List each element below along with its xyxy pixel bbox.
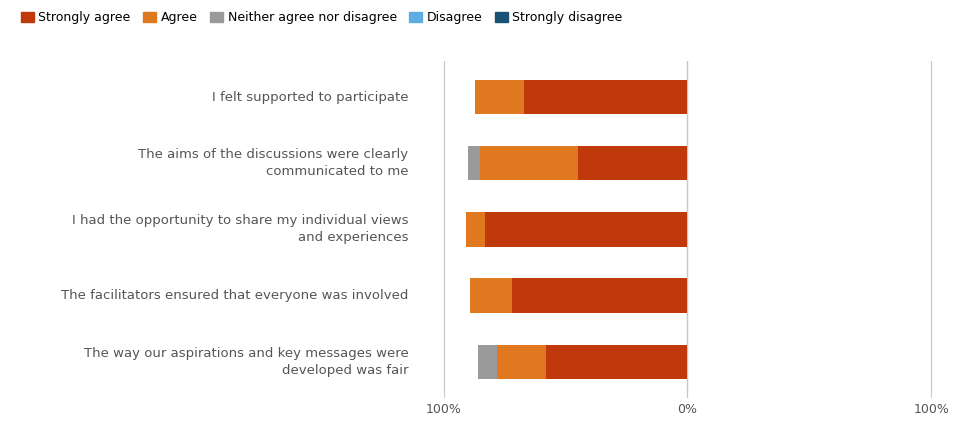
Bar [577,146,687,181]
Bar [470,278,512,313]
Bar [468,146,480,181]
Bar [478,345,497,379]
Text: The facilitators ensured that everyone was involved: The facilitators ensured that everyone w… [61,289,409,302]
Bar [466,212,486,247]
Bar [476,80,525,114]
Text: The aims of the discussions were clearly
communicated to me: The aims of the discussions were clearly… [138,148,409,178]
Bar [512,278,687,313]
Bar [497,345,546,379]
Text: I had the opportunity to share my individual views
and experiences: I had the opportunity to share my indivi… [72,214,409,245]
Text: I felt supported to participate: I felt supported to participate [212,90,409,103]
Legend: Strongly agree, Agree, Neither agree nor disagree, Disagree, Strongly disagree: Strongly agree, Agree, Neither agree nor… [16,6,628,29]
Bar [480,146,577,181]
Bar [525,80,687,114]
Bar [486,212,687,247]
Text: The way our aspirations and key messages were
developed was fair: The way our aspirations and key messages… [84,347,409,377]
Bar [546,345,687,379]
